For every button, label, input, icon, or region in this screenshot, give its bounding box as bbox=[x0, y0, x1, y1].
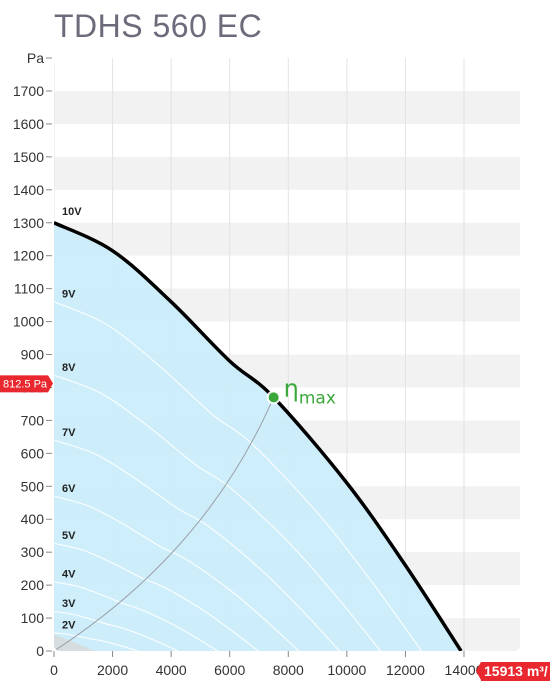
y-tick-label: 400 bbox=[21, 511, 45, 527]
chart-title: TDHS 560 EC bbox=[54, 8, 263, 44]
x-value-marker bbox=[481, 662, 550, 681]
y-tick-label: 1400 bbox=[13, 182, 44, 198]
y-tick-label: 1300 bbox=[13, 215, 44, 231]
x-tick-label: 2000 bbox=[97, 662, 128, 678]
voltage-label: 8V bbox=[62, 362, 76, 374]
x-tick-label: 0 bbox=[50, 662, 58, 678]
voltage-label: 5V bbox=[62, 530, 76, 542]
x-tick-label: 4000 bbox=[156, 662, 187, 678]
grid-band bbox=[54, 91, 520, 124]
plot-area: ηmax 10V 9V 8V 7V 6V 5V 4V 3V 2V bbox=[54, 58, 520, 651]
voltage-label: 2V bbox=[62, 620, 76, 632]
fan-curve-10v bbox=[54, 221, 463, 651]
y-tick-label: 1000 bbox=[13, 314, 44, 330]
voltage-curve bbox=[54, 632, 138, 651]
y-tick-label: 600 bbox=[21, 445, 45, 461]
y-tick-label: 1500 bbox=[13, 149, 44, 165]
y-tick-label: 700 bbox=[21, 412, 45, 428]
voltage-curve bbox=[54, 542, 259, 651]
y-tick-label: 0 bbox=[36, 643, 44, 659]
y-axis-unit: Pa bbox=[27, 50, 44, 66]
voltage-label: 6V bbox=[62, 483, 76, 495]
system-curve-line bbox=[54, 397, 275, 651]
x-tick-label: 14000 bbox=[445, 662, 484, 678]
y-tick-label: 300 bbox=[21, 544, 45, 560]
grid-band bbox=[54, 156, 520, 190]
eta-max-point bbox=[268, 392, 279, 403]
y-tick-label: 1600 bbox=[13, 116, 44, 132]
plot-clip-group bbox=[54, 58, 520, 651]
restricted-area bbox=[54, 634, 95, 651]
x-tick-label: 12000 bbox=[386, 662, 425, 678]
voltage-curve bbox=[54, 610, 178, 651]
voltage-label: 9V bbox=[62, 289, 76, 301]
voltage-curve bbox=[54, 581, 218, 651]
voltage-label: 3V bbox=[62, 598, 76, 610]
x-value-marker-arrow bbox=[476, 662, 481, 680]
y-tick-label: 100 bbox=[21, 610, 45, 626]
voltage-label: 10V bbox=[62, 206, 82, 218]
x-tick-label: 8000 bbox=[273, 662, 304, 678]
axes: 0100200300400500600700800900100011001200… bbox=[0, 50, 550, 681]
y-value-marker bbox=[0, 375, 48, 393]
y-tick-label: 200 bbox=[21, 577, 45, 593]
voltage-curve bbox=[54, 439, 341, 651]
voltage-curve bbox=[54, 374, 382, 651]
voltage-curve bbox=[54, 301, 423, 651]
voltage-label: 4V bbox=[62, 569, 76, 581]
y-tick-label: 1200 bbox=[13, 248, 44, 264]
y-tick-label: 500 bbox=[21, 478, 45, 494]
y-value-marker-label: 812.5 Pa bbox=[3, 378, 48, 390]
eta-max-label: ηmax bbox=[284, 374, 336, 408]
x-value-marker-label: 15913 m³/ bbox=[484, 663, 548, 679]
y-tick-label: 900 bbox=[21, 347, 45, 363]
voltage-label: 7V bbox=[62, 427, 76, 439]
y-tick-label: 1100 bbox=[14, 281, 44, 297]
grid-band bbox=[54, 222, 520, 256]
x-tick-label: 6000 bbox=[214, 662, 245, 678]
y-value-marker-arrow bbox=[48, 375, 53, 393]
y-tick-label: 1700 bbox=[13, 83, 44, 99]
x-tick-label: 10000 bbox=[327, 662, 366, 678]
